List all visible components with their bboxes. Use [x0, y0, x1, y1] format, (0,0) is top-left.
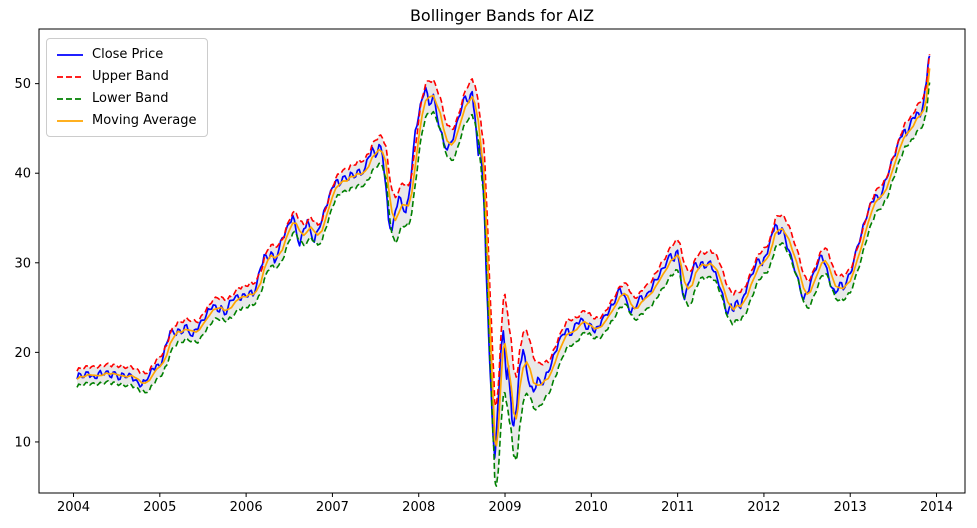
y-tick-label: 20: [14, 346, 31, 361]
axes-frame: [38, 28, 966, 494]
x-tick-label: 2010: [575, 500, 608, 515]
legend-item-moving-average: Moving Average: [56, 112, 196, 129]
x-tick-label: 2012: [747, 500, 780, 515]
lower-band-line-sample-icon: [57, 97, 83, 100]
chart-title: Bollinger Bands for AIZ: [409, 6, 595, 25]
y-tick-label: 50: [14, 77, 31, 92]
x-tick-label: 2009: [488, 500, 521, 515]
upper-band-line: [76, 54, 931, 407]
lower-band-line: [76, 82, 931, 487]
x-tick-label: 2014: [920, 500, 953, 515]
legend-label-close-price: Close Price: [92, 47, 164, 62]
x-tick-label: 2006: [230, 500, 263, 515]
legend-item-upper-band: Upper Band: [56, 68, 196, 85]
x-tick-label: 2004: [57, 500, 90, 515]
x-tick-label: 2013: [834, 500, 867, 515]
legend-label-upper-band: Upper Band: [92, 69, 169, 84]
moving-average-line-sample-icon: [57, 119, 83, 122]
legend-label-lower-band: Lower Band: [92, 91, 169, 106]
y-tick-label: 30: [14, 256, 31, 271]
x-tick-label: 2008: [402, 500, 435, 515]
y-tick-label: 10: [14, 435, 31, 450]
band-fill-area: [77, 54, 930, 487]
moving-average-line: [76, 68, 931, 447]
y-tick-label: 40: [14, 167, 31, 182]
upper-band-line-sample-icon: [57, 75, 83, 78]
legend: Close Price Upper Band Lower Band Moving…: [46, 38, 209, 137]
x-tick-label: 2007: [316, 500, 349, 515]
x-tick-label: 2011: [661, 500, 694, 515]
x-tick-label: 2005: [143, 500, 176, 515]
legend-label-moving-average: Moving Average: [92, 113, 197, 128]
legend-item-close-price: Close Price: [56, 46, 196, 63]
legend-item-lower-band: Lower Band: [56, 90, 196, 107]
close-price-line-sample-icon: [57, 53, 83, 56]
